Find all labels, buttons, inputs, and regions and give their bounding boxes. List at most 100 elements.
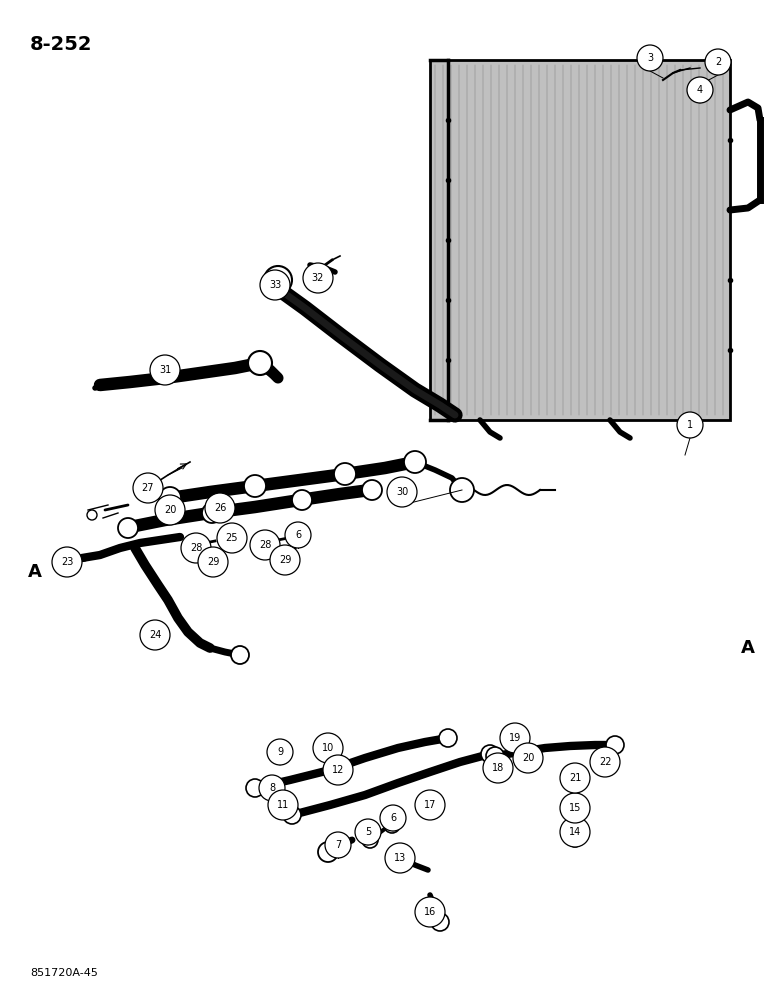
Text: 30: 30 — [396, 487, 408, 497]
Text: 13: 13 — [394, 853, 406, 863]
Text: 20: 20 — [522, 753, 534, 763]
Text: 20: 20 — [164, 505, 176, 515]
Text: A: A — [741, 639, 755, 657]
Circle shape — [687, 77, 713, 103]
Circle shape — [285, 522, 311, 548]
Circle shape — [560, 763, 590, 793]
Text: 29: 29 — [278, 555, 291, 565]
Circle shape — [198, 547, 228, 577]
Circle shape — [355, 819, 381, 845]
Text: 16: 16 — [424, 907, 436, 917]
Text: 19: 19 — [509, 733, 521, 743]
Circle shape — [52, 547, 82, 577]
Circle shape — [334, 463, 356, 485]
Circle shape — [362, 480, 382, 500]
Circle shape — [568, 833, 582, 847]
Text: 15: 15 — [569, 803, 581, 813]
Text: 18: 18 — [492, 763, 504, 773]
Circle shape — [159, 487, 181, 509]
Circle shape — [481, 745, 499, 763]
Text: 9: 9 — [277, 747, 283, 757]
Circle shape — [259, 775, 285, 801]
Text: A: A — [28, 563, 42, 581]
Text: 5: 5 — [365, 827, 371, 837]
Circle shape — [205, 493, 235, 523]
Circle shape — [705, 49, 731, 75]
Text: 17: 17 — [424, 800, 436, 810]
Circle shape — [590, 747, 620, 777]
Text: 14: 14 — [569, 827, 581, 837]
Text: 8-252: 8-252 — [30, 35, 93, 54]
Text: 3: 3 — [647, 53, 653, 63]
Text: 6: 6 — [295, 530, 301, 540]
Circle shape — [260, 270, 290, 300]
Circle shape — [439, 729, 457, 747]
Circle shape — [637, 45, 663, 71]
Bar — [430, 60, 730, 420]
Circle shape — [513, 743, 543, 773]
Circle shape — [150, 355, 180, 385]
Circle shape — [250, 530, 280, 560]
Text: 26: 26 — [214, 503, 226, 513]
Circle shape — [231, 646, 249, 664]
Text: 4: 4 — [697, 85, 703, 95]
Circle shape — [202, 503, 222, 523]
Text: 8: 8 — [269, 783, 275, 793]
Circle shape — [385, 843, 415, 873]
Circle shape — [62, 555, 78, 571]
Text: 31: 31 — [159, 365, 171, 375]
Circle shape — [283, 806, 301, 824]
Text: 6: 6 — [390, 813, 396, 823]
Circle shape — [362, 832, 378, 848]
Circle shape — [246, 779, 264, 797]
Circle shape — [393, 849, 411, 867]
Text: 2: 2 — [715, 57, 722, 67]
Circle shape — [118, 518, 138, 538]
Circle shape — [87, 510, 97, 520]
Circle shape — [560, 793, 590, 823]
Text: 851720A-45: 851720A-45 — [30, 968, 98, 978]
Circle shape — [380, 805, 406, 831]
Circle shape — [264, 266, 292, 294]
Circle shape — [387, 477, 417, 507]
Text: 21: 21 — [569, 773, 581, 783]
Text: 11: 11 — [277, 800, 289, 810]
Bar — [430, 60, 730, 420]
Circle shape — [292, 490, 312, 510]
Circle shape — [415, 897, 445, 927]
Circle shape — [404, 451, 426, 473]
Text: 28: 28 — [190, 543, 202, 553]
Circle shape — [450, 478, 474, 502]
Circle shape — [677, 412, 703, 438]
Text: 23: 23 — [61, 557, 73, 567]
Circle shape — [140, 620, 170, 650]
Circle shape — [560, 817, 590, 847]
Circle shape — [133, 473, 163, 503]
Circle shape — [313, 733, 343, 763]
Text: 27: 27 — [142, 483, 154, 493]
Circle shape — [268, 790, 298, 820]
Circle shape — [303, 263, 333, 293]
Circle shape — [483, 753, 513, 783]
Text: 33: 33 — [269, 280, 281, 290]
Circle shape — [500, 723, 530, 753]
Circle shape — [217, 523, 247, 553]
Text: 10: 10 — [322, 743, 334, 753]
Circle shape — [181, 533, 211, 563]
Circle shape — [318, 842, 338, 862]
Circle shape — [270, 545, 300, 575]
Circle shape — [325, 832, 351, 858]
Circle shape — [384, 817, 400, 833]
Circle shape — [244, 475, 266, 497]
Circle shape — [606, 736, 624, 754]
Text: 12: 12 — [332, 765, 344, 775]
Circle shape — [248, 351, 272, 375]
Circle shape — [323, 755, 353, 785]
Text: 1: 1 — [687, 420, 693, 430]
Circle shape — [155, 495, 185, 525]
Circle shape — [267, 739, 293, 765]
Text: 7: 7 — [335, 840, 341, 850]
Text: 32: 32 — [312, 273, 324, 283]
Circle shape — [486, 747, 504, 765]
Text: 25: 25 — [225, 533, 238, 543]
